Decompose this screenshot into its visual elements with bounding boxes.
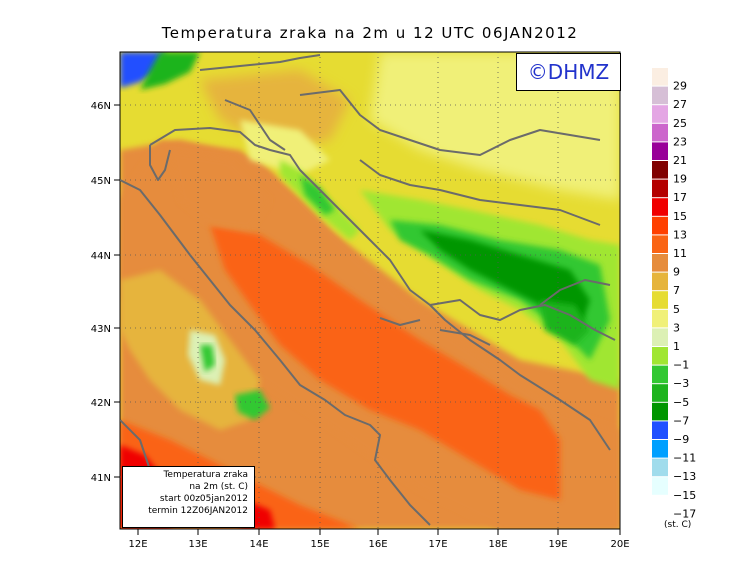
legend-label: −11 (673, 452, 696, 465)
legend-swatch (652, 198, 668, 216)
lat-label: 46N (91, 101, 111, 112)
legend-label: −3 (673, 377, 689, 390)
lon-label: 15E (310, 539, 329, 550)
lat-label: 45N (91, 176, 111, 187)
legend-label: −1 (673, 359, 689, 372)
legend-label: 21 (673, 154, 687, 167)
legend-swatch (652, 86, 668, 105)
color-legend: 29 27 25 23 21 19 17 15 13 11 9 7 5 3 1 −1 −3 −5 −7 −9 −11 −1… (652, 68, 696, 520)
legend-label: 15 (673, 210, 687, 223)
info-box: Temperatura zraka na 2m (st. C) start 00… (122, 466, 255, 528)
lat-axis: 41N 42N 43N 44N 45N 46N (91, 101, 120, 484)
copyright-badge: ©DHMZ (516, 53, 621, 91)
lat-label: 41N (91, 473, 111, 484)
legend-label: 9 (673, 266, 680, 279)
legend-swatch (652, 495, 668, 514)
legend-label: 25 (673, 117, 687, 130)
legend-swatch (652, 216, 668, 235)
legend-swatch (652, 477, 668, 495)
legend-swatch (652, 458, 668, 477)
info-line: start 00z05jan2012 (159, 494, 248, 504)
legend-label: 13 (673, 228, 687, 241)
graticule (120, 52, 620, 529)
map-title: Temperatura zraka na 2m u 12 UTC 06JAN20… (161, 24, 579, 42)
lon-label: 13E (188, 539, 207, 550)
legend-label: 23 (673, 135, 687, 148)
legend-label: 11 (673, 247, 687, 260)
legend-swatch (652, 161, 668, 179)
legend-swatch (652, 272, 668, 291)
legend-swatch (652, 142, 668, 160)
lon-label: 16E (368, 539, 387, 550)
info-line: na 2m (st. C) (189, 482, 248, 492)
legend-swatch (652, 328, 668, 346)
legend-swatch (652, 123, 668, 142)
legend-label: 5 (673, 303, 680, 316)
info-line: termin 12Z06JAN2012 (148, 506, 248, 516)
legend-label: −13 (673, 470, 696, 483)
coastlines-borders (120, 54, 616, 526)
lon-label: 17E (428, 539, 447, 550)
plot-frame (119, 51, 621, 530)
lon-label: 19E (548, 539, 567, 550)
info-line: Temperatura zraka (163, 470, 248, 480)
legend-label: −15 (673, 489, 696, 502)
legend-swatch (652, 309, 668, 328)
lon-label: 12E (128, 539, 147, 550)
legend-swatch (652, 421, 668, 439)
lat-label: 44N (91, 251, 111, 262)
lon-axis: 12E 13E 14E 15E 16E 17E 18E 19E 20E (128, 529, 630, 550)
legend-swatch (652, 291, 668, 309)
legend-label: 17 (673, 191, 687, 204)
legend-label: 3 (673, 321, 680, 334)
lat-label: 42N (91, 398, 111, 409)
legend-label: −7 (673, 414, 689, 427)
legend-swatch (652, 384, 668, 402)
temperature-field (120, 52, 620, 529)
legend-swatch (652, 402, 668, 421)
legend-units: (st. C) (664, 520, 692, 530)
legend-swatch (652, 365, 668, 384)
legend-swatch (652, 254, 668, 272)
lon-label: 20E (610, 539, 629, 550)
lon-label: 14E (249, 539, 268, 550)
legend-label: 19 (673, 173, 687, 186)
legend-swatch (652, 179, 668, 198)
legend-label: 1 (673, 340, 680, 353)
legend-label: −9 (673, 433, 689, 446)
lat-label: 43N (91, 324, 111, 335)
legend-label: 29 (673, 80, 687, 93)
legend-swatch (652, 440, 668, 458)
legend-label: 7 (673, 284, 680, 297)
legend-swatch (652, 235, 668, 253)
legend-label: −17 (673, 507, 696, 520)
legend-label: −5 (673, 396, 689, 409)
legend-swatch (652, 68, 668, 86)
legend-label: 27 (673, 98, 687, 111)
legend-swatch (652, 347, 668, 365)
lon-label: 18E (488, 539, 507, 550)
legend-swatch (652, 105, 668, 123)
